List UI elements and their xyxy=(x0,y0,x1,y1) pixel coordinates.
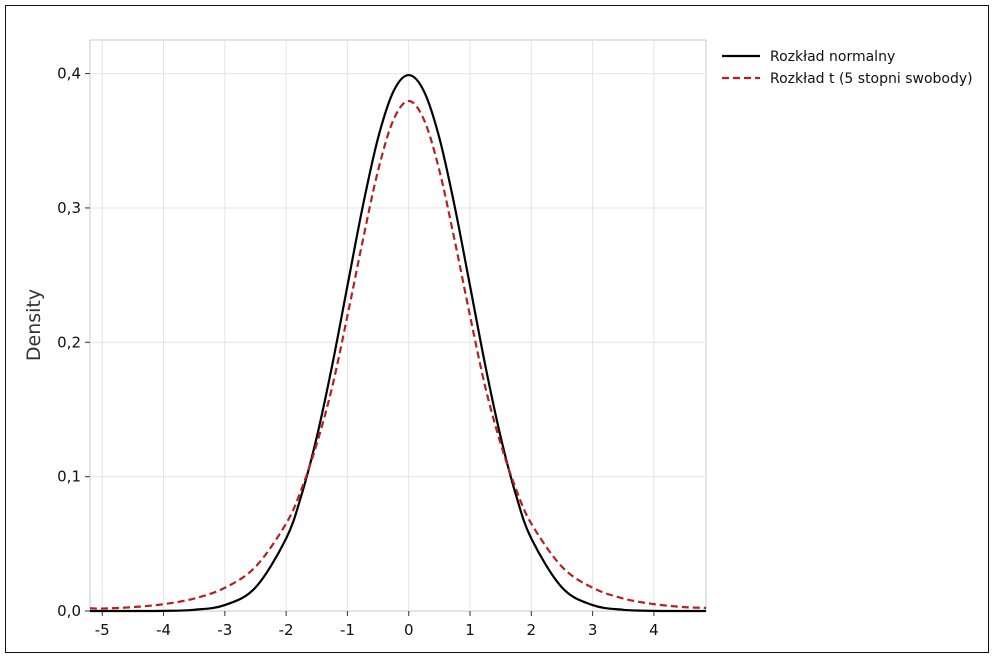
legend-label: Rozkład normalny xyxy=(770,49,895,65)
x-tick-label: 1 xyxy=(465,621,475,639)
x-tick-label: -2 xyxy=(279,621,294,639)
y-tick-label: 0,4 xyxy=(57,65,81,83)
series-line-t-distribution xyxy=(89,99,707,610)
y-tick-label: 0,1 xyxy=(57,468,81,486)
series-layer xyxy=(89,73,707,613)
y-tick-label: 0,3 xyxy=(57,199,81,217)
x-tick-label: 2 xyxy=(527,621,537,639)
y-tick-label: 0,2 xyxy=(57,333,81,351)
series-line-normal xyxy=(90,73,707,613)
x-tick-label: -5 xyxy=(95,621,110,639)
x-tick-label: 3 xyxy=(588,621,598,639)
y-tick-label: 0,0 xyxy=(57,602,81,620)
x-tick-label: -1 xyxy=(340,621,355,639)
x-axis-ticks: -5 -4 -3 -2 -1 0 1 2 3 4 xyxy=(95,611,659,639)
y-axis-label: Density xyxy=(23,289,45,361)
grid-layer xyxy=(90,40,706,611)
legend-label: Rozkład t (5 stopni swobody) xyxy=(770,71,973,87)
x-tick-label: -3 xyxy=(217,621,232,639)
legend: Rozkład normalny Rozkład t (5 stopni swob… xyxy=(722,49,973,87)
x-tick-label: -4 xyxy=(156,621,171,639)
y-axis-ticks: 0,0 0,1 0,2 0,3 0,4 xyxy=(57,65,90,620)
plot-area-background xyxy=(89,39,707,612)
x-tick-label: 4 xyxy=(649,621,659,639)
x-tick-label: 0 xyxy=(404,621,414,639)
